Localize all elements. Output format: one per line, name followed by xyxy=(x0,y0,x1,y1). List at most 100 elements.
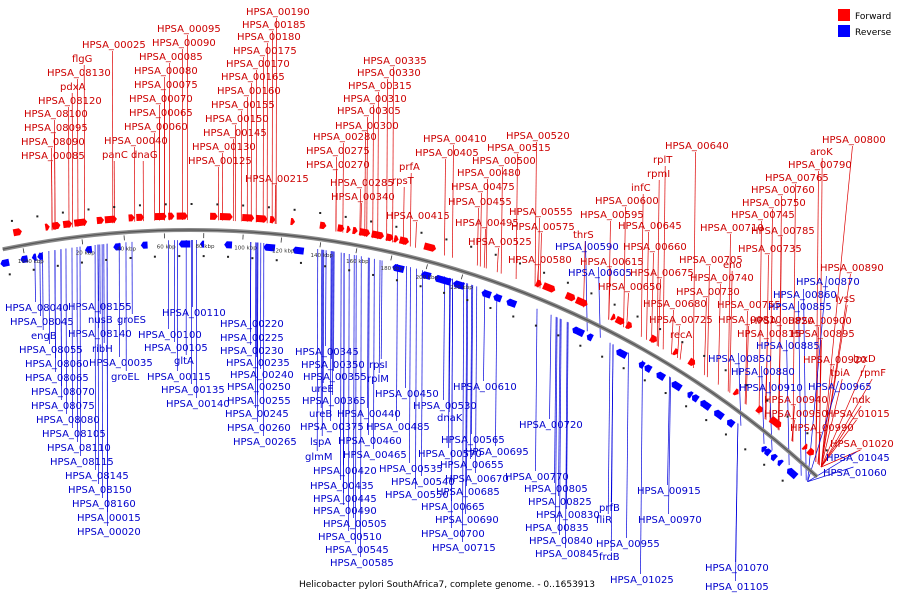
reverse-gene-label: HPSA_00345 xyxy=(295,347,359,358)
forward-gene-21 xyxy=(210,212,218,220)
forward-gene-label: recA xyxy=(670,330,693,341)
forward-leader-line xyxy=(534,141,537,287)
forward-leader-line xyxy=(366,116,368,237)
tick-label-11: 220 kbp xyxy=(450,285,473,291)
gene-labels: HPSA_00085 HPSA_08090 HPSA_08095 HPSA_08100… xyxy=(5,7,894,593)
forward-leader-line xyxy=(717,283,721,385)
forward-gene-label: HPSA_00340 xyxy=(331,192,395,203)
forward-leader-line xyxy=(415,221,417,248)
forward-leader-line xyxy=(452,144,454,258)
reverse-gene-label: HPSA_08045 xyxy=(10,317,74,328)
gc-marker-0 xyxy=(8,273,11,276)
reverse-gene-label: HPSA_00355 xyxy=(303,372,367,383)
reverse-gene-label: HPSA_00505 xyxy=(323,519,387,530)
reverse-gene-label: HPSA_00490 xyxy=(313,506,377,517)
forward-leader-line xyxy=(539,232,542,289)
reverse-gene-label: HPSA_00445 xyxy=(313,494,377,505)
forward-gene-label: HPSA_08120 xyxy=(38,96,102,107)
tick-mark-7 xyxy=(319,242,322,248)
forward-gene-35 xyxy=(371,230,385,240)
reverse-gene-41 xyxy=(421,271,432,280)
forward-leader-line xyxy=(744,310,748,404)
forward-gene-label: HPSA_00160 xyxy=(217,86,281,97)
gc-marker-64 xyxy=(744,448,747,451)
forward-gene-label: HPSA_00765 xyxy=(765,173,829,184)
reverse-leader-line xyxy=(378,260,381,374)
reverse-leader-line xyxy=(380,260,383,360)
tick-mark-1 xyxy=(81,239,84,245)
gc-marker-28 xyxy=(348,269,351,272)
tick-label-8: 160 kbp xyxy=(346,259,369,265)
reverse-leader-line xyxy=(65,248,67,415)
reverse-gene-label: HPSA_08155 xyxy=(68,302,132,313)
forward-gene-label: HPSA_00790 xyxy=(788,160,852,171)
forward-gene-label: HPSA_00475 xyxy=(451,182,515,193)
tick-mark-9 xyxy=(390,255,393,261)
reverse-gene-label: HPSA_00105 xyxy=(144,343,208,354)
forward-leader-line xyxy=(656,179,660,346)
forward-gene-81 xyxy=(806,447,815,456)
reverse-leader-line xyxy=(471,285,474,435)
forward-gene-label: HPSA_00745 xyxy=(731,210,795,221)
reverse-gene-label: gltA xyxy=(174,356,194,367)
reverse-gene-label: rplM xyxy=(367,374,389,385)
reverse-gene-label: HPSA_00770 xyxy=(505,472,569,483)
forward-gene-label: HPSA_00130 xyxy=(192,142,256,153)
forward-gene-16 xyxy=(154,212,167,221)
forward-leader-line xyxy=(392,66,394,243)
forward-gene-label: HPSA_00680 xyxy=(643,299,707,310)
forward-gene-10 xyxy=(96,216,105,225)
forward-gene-label: HPSA_00640 xyxy=(665,141,729,152)
tick-label-7: 140 kbp xyxy=(311,253,334,259)
reverse-gene-label: HPSA_00565 xyxy=(441,435,505,446)
forward-leader-line xyxy=(671,309,674,355)
forward-gene-label: HPSA_00815 xyxy=(737,329,801,340)
tick-mark-11 xyxy=(460,274,464,280)
reverse-gene-label: HPSA_00140 xyxy=(166,399,230,410)
forward-gene-label: HPSA_00165 xyxy=(221,72,285,83)
gc-marker-34 xyxy=(419,285,422,288)
forward-leader-line xyxy=(662,165,666,350)
forward-gene-label: rpmF xyxy=(860,368,886,379)
reverse-gene-label: HPSA_08110 xyxy=(47,443,111,454)
forward-gene-label: HPSA_00595 xyxy=(580,210,644,221)
forward-gene-label: HPSA_08095 xyxy=(24,123,88,134)
reverse-gene-label: HPSA_00825 xyxy=(528,497,592,508)
forward-gene-6 xyxy=(51,221,61,230)
reverse-gene-label: HPSA_00115 xyxy=(147,372,211,383)
reverse-leader-line xyxy=(71,247,73,429)
reverse-gene-68 xyxy=(692,394,700,403)
reverse-gene-label: HPSA_00035 xyxy=(89,358,153,369)
reverse-leader-line xyxy=(39,252,41,317)
reverse-gene-label: HPSA_00550 xyxy=(385,490,449,501)
forward-gene-label: HPSA_00900 xyxy=(788,316,852,327)
reverse-gene-label: HPSA_00265 xyxy=(233,437,297,448)
forward-gene-label: HPSA_00785 xyxy=(751,226,815,237)
forward-gene-label: HPSA_00190 xyxy=(246,7,310,18)
reverse-gene-label: HPSA_00465 xyxy=(343,450,407,461)
reverse-gene-label: HPSA_01045 xyxy=(826,453,890,464)
forward-gene-38 xyxy=(398,236,409,245)
gc-marker-58 xyxy=(685,405,688,408)
forward-leader-line xyxy=(640,193,644,337)
reverse-gene-label: ureE xyxy=(311,384,334,395)
forward-gene-60 xyxy=(649,334,658,343)
forward-leader-line xyxy=(820,364,866,468)
forward-leader-line xyxy=(335,156,337,232)
reverse-gene-70 xyxy=(702,401,712,411)
gc-marker-61 xyxy=(745,384,748,387)
forward-gene-label: HPSA_00740 xyxy=(690,273,754,284)
reverse-gene-label: HPSA_00685 xyxy=(436,487,500,498)
gc-marker-9 xyxy=(113,206,116,209)
reverse-gene-label: nusB xyxy=(88,315,113,326)
forward-gene-label: flgG xyxy=(72,54,92,65)
reverse-gene-label: HPSA_00590 xyxy=(555,242,619,253)
gc-marker-17 xyxy=(216,203,219,206)
reverse-gene-label: HPSA_00655 xyxy=(440,460,504,471)
gc-marker-40 xyxy=(489,306,492,309)
reverse-gene-label: HPSA_00855 xyxy=(768,302,832,313)
tick-label-1: 20 kbp xyxy=(76,250,95,256)
reverse-leader-line xyxy=(475,286,478,474)
gc-marker-20 xyxy=(251,257,254,260)
gc-marker-29 xyxy=(370,220,373,223)
